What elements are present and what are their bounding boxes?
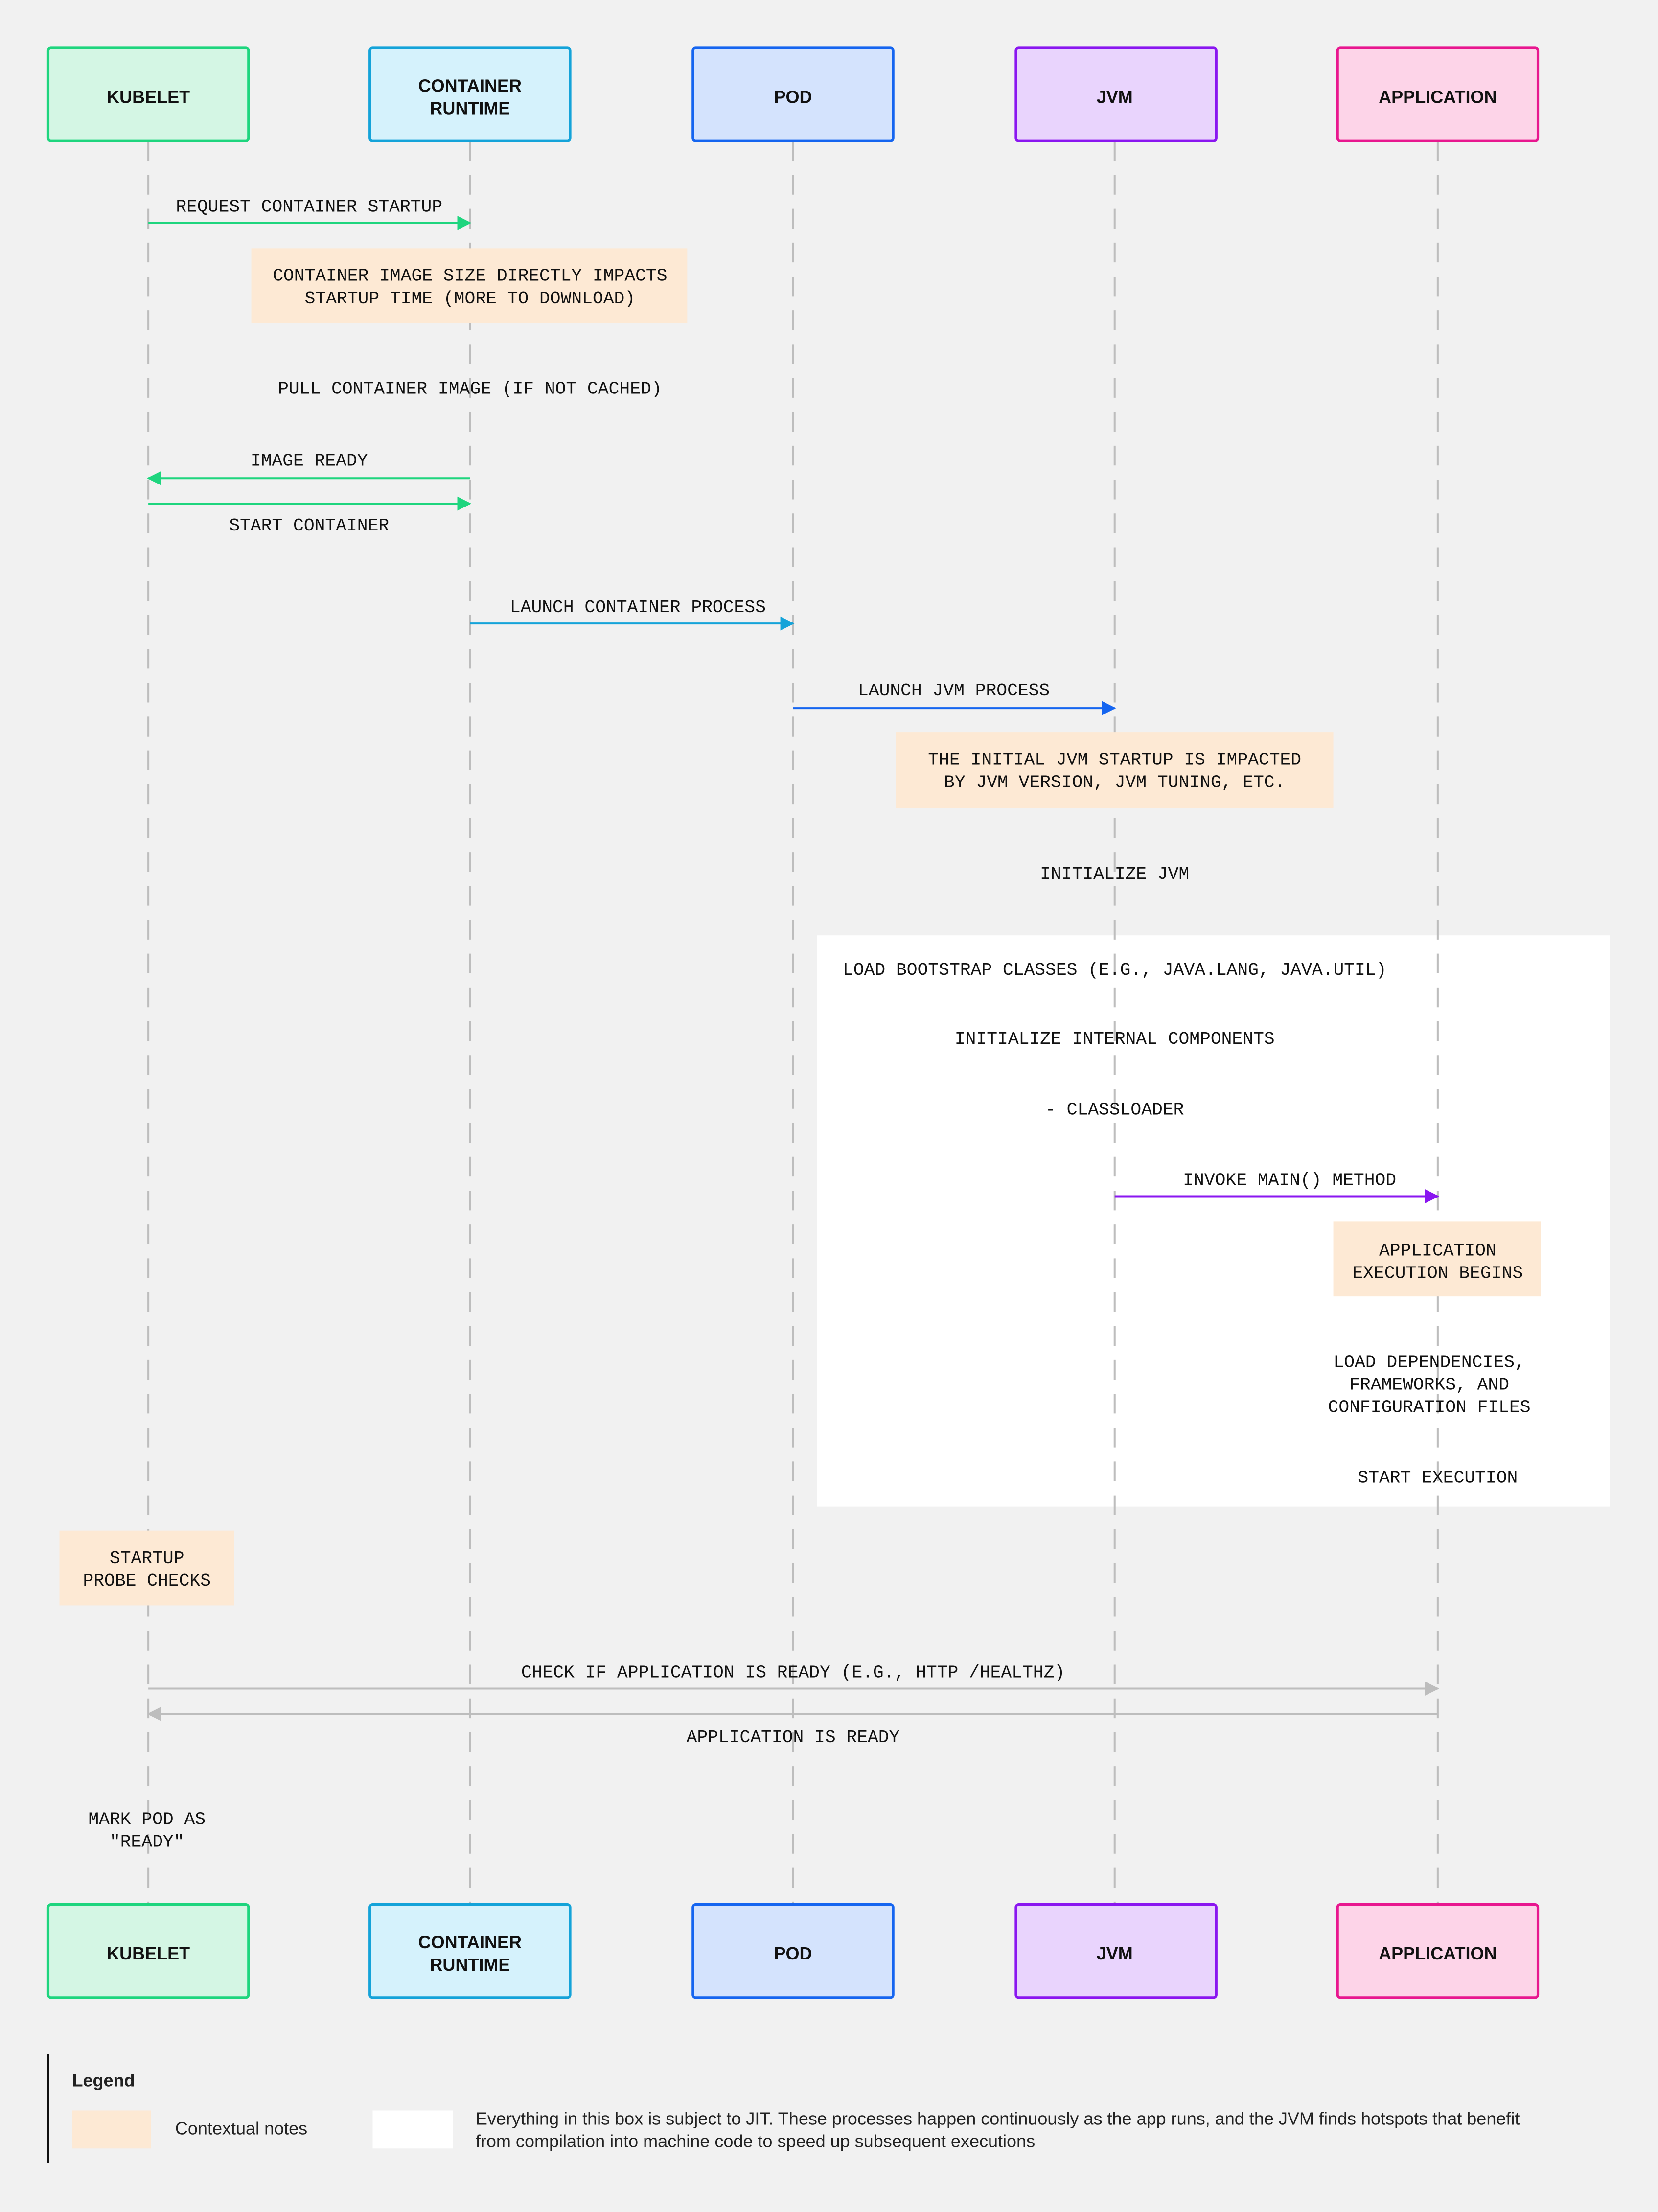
actor-label: POD (774, 1943, 812, 1963)
actor-label: JVM (1097, 87, 1133, 107)
message-mark-ready: MARK POD AS (88, 1809, 206, 1829)
legend-label-jit: from compilation into machine code to sp… (476, 2131, 1035, 2151)
actor-pod-bottom: POD (691, 1903, 895, 1999)
actor-label: APPLICATION (1379, 87, 1497, 107)
actor-jvm-top: JVM (1014, 46, 1218, 142)
actor-label: RUNTIME (430, 1955, 510, 1975)
actor-pod-top: POD (691, 46, 895, 142)
message-launch-jvm-label: LAUNCH JVM PROCESS (858, 681, 1050, 701)
message-start-execution: START EXECUTION (1358, 1468, 1518, 1488)
legend-swatch-note (72, 2110, 151, 2149)
actor-kubelet-top: KUBELET (46, 46, 250, 142)
message-request-startup-label: REQUEST CONTAINER STARTUP (176, 197, 442, 217)
actor-jvm-bottom: JVM (1014, 1903, 1218, 1999)
message-initialize-jvm: INITIALIZE JVM (1040, 864, 1189, 884)
legend-label-notes: Contextual notes (175, 2118, 307, 2138)
message-mark-ready: "READY" (110, 1832, 184, 1852)
note-jvm-startup: THE INITIAL JVM STARTUP IS IMPACTED BY J… (896, 732, 1334, 808)
note-line: BY JVM VERSION, JVM TUNING, ETC. (944, 773, 1285, 793)
message-launch-process-label: LAUNCH CONTAINER PROCESS (510, 598, 766, 618)
message-load-deps: LOAD DEPENDENCIES, (1333, 1352, 1525, 1372)
lifelines (147, 141, 1439, 1905)
message-check-ready-label: CHECK IF APPLICATION IS READY (E.G., HTT… (521, 1662, 1065, 1682)
actor-container-runtime-bottom: CONTAINER RUNTIME (368, 1903, 572, 1999)
note-app-exec: APPLICATION EXECUTION BEGINS (1333, 1221, 1541, 1297)
actor-label: JVM (1097, 1943, 1133, 1963)
message-load-deps: FRAMEWORKS, AND (1349, 1375, 1509, 1395)
note-line: STARTUP TIME (MORE TO DOWNLOAD) (305, 289, 636, 309)
actor-container-runtime-top: CONTAINER RUNTIME (368, 46, 572, 142)
actor-label: CONTAINER (418, 75, 522, 95)
legend-swatch-jit (372, 2110, 453, 2149)
note-line: PROBE CHECKS (83, 1571, 211, 1591)
legend-title: Legend (72, 2070, 135, 2090)
message-app-ready-label: APPLICATION IS READY (687, 1728, 900, 1748)
message-load-deps: CONFIGURATION FILES (1328, 1398, 1531, 1418)
message-pull-image: PULL CONTAINER IMAGE (IF NOT CACHED) (278, 379, 662, 399)
actor-application-bottom: APPLICATION (1336, 1903, 1540, 1999)
actor-label: KUBELET (107, 1943, 190, 1963)
legend: Legend Contextual notes Everything in th… (47, 2054, 1520, 2163)
note-line: EXECUTION BEGINS (1353, 1264, 1523, 1284)
actor-label: APPLICATION (1379, 1943, 1497, 1963)
actor-label: CONTAINER (418, 1932, 522, 1952)
note-line: APPLICATION (1379, 1241, 1497, 1261)
jit-region-box (817, 935, 1610, 1507)
note-line: THE INITIAL JVM STARTUP IS IMPACTED (928, 750, 1301, 770)
message-load-bootstrap: LOAD BOOTSTRAP CLASSES (E.G., JAVA.LANG,… (843, 960, 1386, 980)
actor-kubelet-bottom: KUBELET (46, 1903, 250, 1999)
message-image-ready-label: IMAGE READY (251, 451, 368, 471)
legend-label-jit: Everything in this box is subject to JIT… (476, 2108, 1520, 2128)
message-invoke-main-label: INVOKE MAIN() METHOD (1183, 1170, 1396, 1190)
actor-label: RUNTIME (430, 98, 510, 118)
note-image-size: CONTAINER IMAGE SIZE DIRECTLY IMPACTS ST… (251, 248, 688, 323)
actor-label: KUBELET (107, 87, 190, 107)
note-line: CONTAINER IMAGE SIZE DIRECTLY IMPACTS (273, 266, 667, 286)
note-startup-probe: STARTUP PROBE CHECKS (59, 1530, 234, 1606)
message-classloader: - CLASSLOADER (1045, 1100, 1184, 1120)
message-init-internal: INITIALIZE INTERNAL COMPONENTS (955, 1029, 1275, 1049)
note-line: STARTUP (110, 1548, 184, 1568)
actor-label: POD (774, 87, 812, 107)
actor-application-top: APPLICATION (1336, 46, 1540, 142)
message-start-container-label: START CONTAINER (229, 516, 389, 536)
